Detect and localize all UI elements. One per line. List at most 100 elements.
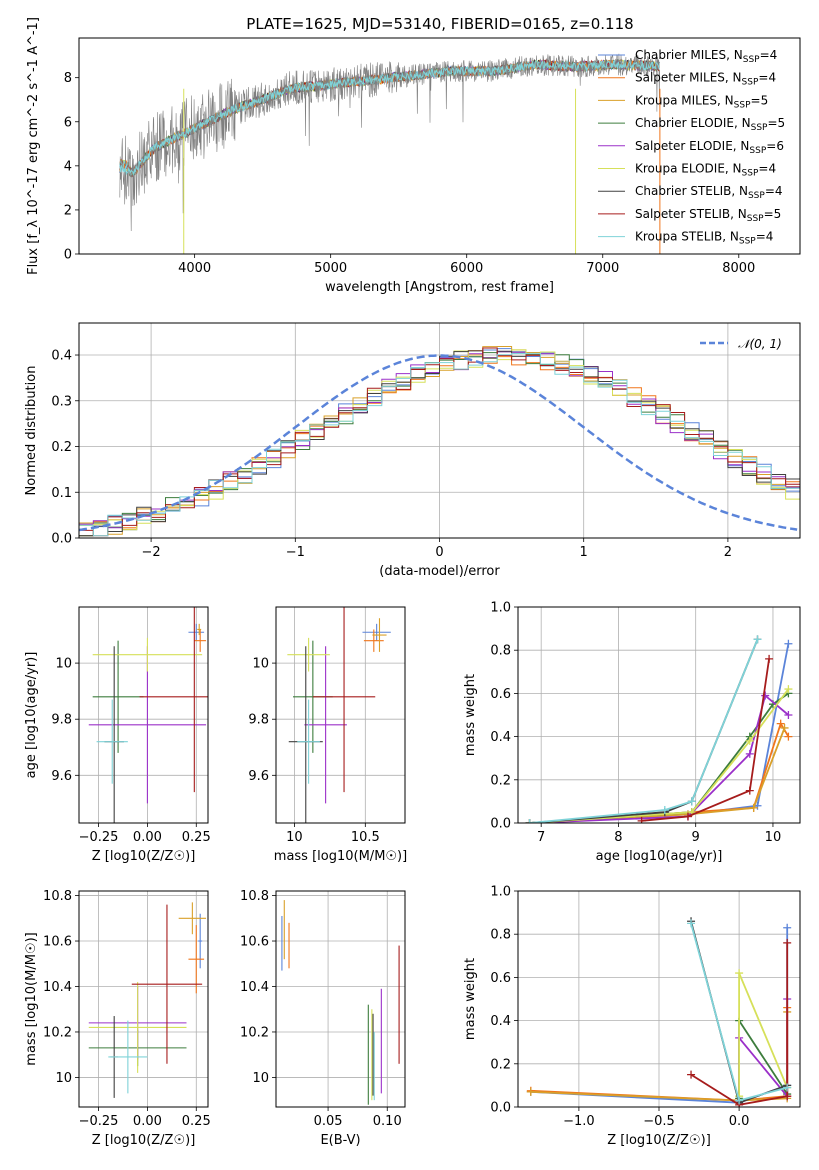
y-tick-label: 1.0 <box>490 885 511 900</box>
mass-weight-marker <box>753 635 762 644</box>
plot-area <box>526 917 792 1107</box>
mass-weight-marker <box>735 969 744 978</box>
x-tick-label: 8000 <box>722 261 755 276</box>
y-tick-label: 10.2 <box>43 1025 72 1040</box>
mass-weight-marker <box>783 923 792 932</box>
mass-weight-line <box>641 658 770 822</box>
y-axis-label: mass weight <box>463 674 478 756</box>
axes-frame <box>78 606 209 824</box>
y-tick-label: 0.8 <box>490 644 511 659</box>
y-tick-label: 10 <box>252 1071 269 1086</box>
panel-mass-weight-vs-Z: −1.0 −0.5 0.0 0.0 0.2 0.4 0.6 0.8 1.0 Z [log10(Z/… <box>463 885 801 1148</box>
y-tick-label: 10.6 <box>240 935 269 950</box>
panel-age-vs-Z: −0.25 0.00 0.25 9.6 9.8 10 Z [log10(Z/Z☉)] age … <box>24 606 211 864</box>
y-tick-label: 6 <box>64 115 72 130</box>
x-tick-label: 6000 <box>450 261 483 276</box>
plot-area <box>287 607 391 823</box>
plot-area <box>525 635 793 823</box>
y-tick-label: 0.8 <box>490 928 511 943</box>
normal-curve <box>79 354 798 532</box>
y-tick-label: 9.8 <box>51 713 72 728</box>
mass-weight-marker <box>735 1096 744 1105</box>
y-tick-label: 0.4 <box>490 1014 511 1029</box>
plot-area <box>79 346 800 537</box>
mass-weight-marker <box>783 938 792 947</box>
y-tick-label: 0 <box>64 248 72 263</box>
panel-mass-vs-ebv: 0.05 0.10 10 10.2 10.4 10.6 10.8 E(B-V) <box>240 889 406 1148</box>
y-tick-label: 2 <box>64 203 72 218</box>
mass-weight-marker <box>776 719 785 728</box>
x-tick-label: −0.25 <box>79 830 119 845</box>
x-tick-label: 9 <box>692 830 700 845</box>
mass-weight-marker <box>687 1070 696 1079</box>
x-tick-label: −1 <box>286 545 305 560</box>
y-tick-label: 8 <box>64 71 72 86</box>
axes-frame <box>78 322 801 539</box>
y-tick-label: 9.6 <box>51 769 72 784</box>
x-tick-label: 0.25 <box>182 1114 211 1129</box>
x-axis-label: Z [log10(Z/Z☉)] <box>92 849 196 864</box>
x-tick-label: −1.0 <box>563 1114 595 1129</box>
x-tick-label: 0.25 <box>182 830 211 845</box>
y-tick-label: 10.4 <box>43 980 72 995</box>
x-tick-label: −0.25 <box>79 1114 119 1129</box>
plot-area <box>281 900 400 1105</box>
y-axis-label: age [log10(age/yr)] <box>24 652 39 779</box>
mass-weight-line <box>529 688 790 823</box>
y-tick-label: 4 <box>64 159 72 174</box>
x-tick-label: −0.5 <box>643 1114 675 1129</box>
mass-weight-marker <box>749 803 758 812</box>
x-axis-label: mass [log10(M/M☉)] <box>274 849 407 864</box>
x-tick-label: 2 <box>724 545 732 560</box>
mass-weight-marker <box>687 919 696 928</box>
y-tick-label: 0.2 <box>490 1057 511 1072</box>
legend-entry: Kroupa MILES, NSSP=5 <box>635 93 768 110</box>
figure-title: PLATE=1625, MJD=53140, FIBERID=0165, z=0… <box>246 15 633 33</box>
legend-entry: Chabrier MILES, NSSP=4 <box>635 48 777 65</box>
mass-weight-marker <box>660 806 669 815</box>
x-tick-label: 1 <box>580 545 588 560</box>
axes-frame <box>517 890 801 1108</box>
x-tick-label: 0.10 <box>373 1114 402 1129</box>
x-tick-label: 10.5 <box>351 830 380 845</box>
x-tick-label: 5000 <box>314 261 347 276</box>
legend-entry: Kroupa STELIB, NSSP=4 <box>635 230 773 247</box>
x-tick-label: 0 <box>435 545 443 560</box>
y-tick-label: 0.1 <box>51 486 72 501</box>
x-axis-label: Z [log10(Z/Z☉)] <box>607 1133 711 1148</box>
plot-area <box>88 607 208 823</box>
x-tick-label: −2 <box>142 545 161 560</box>
y-tick-label: 0.4 <box>490 730 511 745</box>
x-tick-label: 8 <box>614 830 622 845</box>
y-tick-label: 10 <box>55 1071 72 1086</box>
mass-weight-marker <box>687 797 696 806</box>
x-axis-label: age [log10(age/yr)] <box>596 849 723 864</box>
panel-mass-weight-vs-age: 7 8 9 10 0.0 0.2 0.4 0.6 0.8 1.0 age [log10(age/yr… <box>463 601 801 864</box>
x-tick-label: 0.0 <box>729 1114 750 1129</box>
mass-weight-marker <box>745 786 754 795</box>
y-axis-label: Normed distribution <box>24 366 39 496</box>
mass-weight-marker <box>783 1083 792 1092</box>
x-tick-label: 7000 <box>586 261 619 276</box>
mass-weight-marker <box>783 1092 792 1101</box>
x-tick-label: 0.05 <box>314 1114 343 1129</box>
y-tick-label: 0.2 <box>490 773 511 788</box>
y-tick-label: 9.6 <box>248 769 269 784</box>
mass-weight-marker <box>784 685 793 694</box>
y-tick-label: 0.0 <box>51 532 72 547</box>
legend-entry: 𝒩(0, 1) <box>738 337 782 351</box>
mass-weight-line <box>529 639 759 823</box>
y-tick-label: 1.0 <box>490 601 511 616</box>
mass-weight-marker <box>761 691 770 700</box>
y-tick-label: 0.2 <box>51 440 72 455</box>
legend-entry: Kroupa ELODIE, NSSP=4 <box>635 162 776 179</box>
mass-weight-line <box>690 942 789 1106</box>
y-axis-label: mass weight <box>463 958 478 1040</box>
mass-weight-marker <box>784 711 793 719</box>
x-tick-label: 4000 <box>178 261 211 276</box>
x-axis-label: Z [log10(Z/Z☉)] <box>92 1133 196 1148</box>
x-tick-label: 10 <box>286 830 303 845</box>
mass-weight-marker <box>745 749 754 758</box>
mass-weight-marker <box>526 1087 535 1096</box>
y-tick-label: 0.0 <box>490 1101 511 1116</box>
